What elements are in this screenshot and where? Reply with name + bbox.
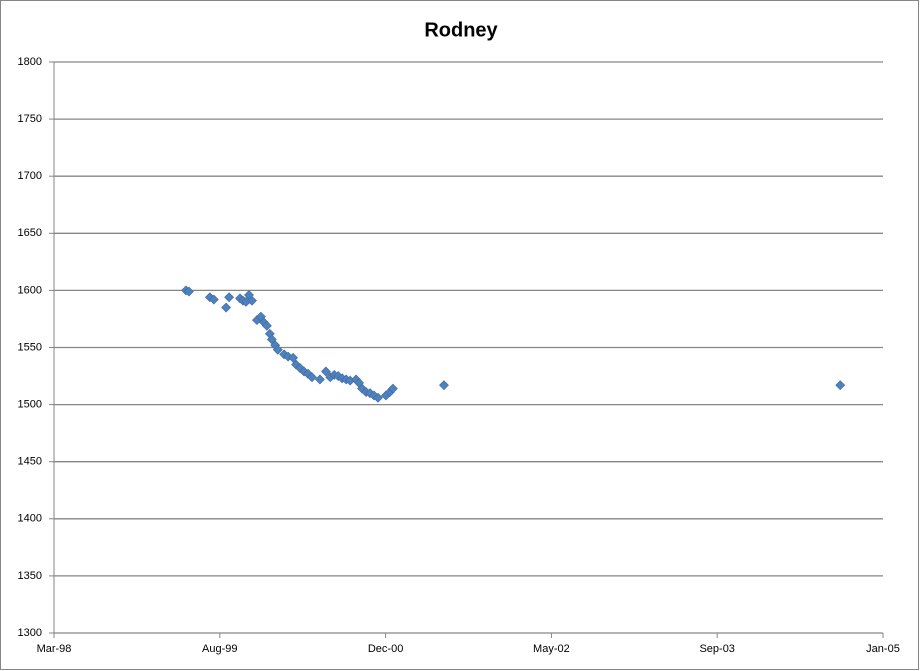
data-point [224,292,235,303]
x-tick-label: Mar-98 [37,643,72,655]
y-tick-label: 1650 [18,227,42,239]
data-point [208,294,219,305]
data-point [307,372,317,383]
data-point [387,383,398,394]
data-point [320,366,331,377]
x-tick-label: Jan-05 [866,643,900,655]
y-tick-label: 1800 [18,56,42,68]
y-tick-label: 1600 [18,284,42,296]
y-tick-label: 1450 [18,456,42,468]
x-tick-label: Sep-03 [699,643,734,655]
data-point [221,302,232,313]
data-point [373,392,383,403]
y-tick-label: 1700 [18,170,42,182]
y-tick-label: 1300 [18,627,42,639]
data-point [835,380,846,391]
x-tick-label: Dec-00 [368,643,403,655]
data-point [261,320,272,331]
y-tick-label: 1750 [18,113,42,125]
data-point [184,286,194,297]
data-point [247,295,257,306]
data-point [315,374,325,385]
y-tick-label: 1500 [18,399,42,411]
chart-title: Rodney [424,19,498,41]
x-tick-label: Aug-99 [202,643,237,655]
data-point [288,352,299,363]
y-tick-label: 1350 [18,570,42,582]
data-point [439,380,449,391]
y-tick-label: 1550 [18,341,42,353]
data-point [272,344,283,355]
y-tick-label: 1400 [18,513,42,525]
x-tick-label: May-02 [533,643,570,655]
